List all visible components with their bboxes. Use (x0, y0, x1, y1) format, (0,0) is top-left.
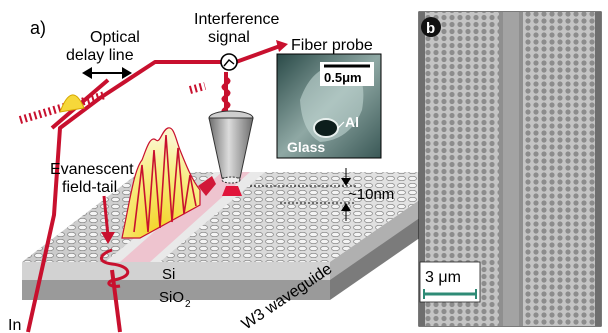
interference-signal-label-2: signal (208, 29, 250, 46)
detector-needle (223, 59, 235, 67)
inset-al-label: Al (345, 114, 359, 130)
sem-trench-left (419, 12, 425, 326)
delay-arrow-left (82, 67, 92, 79)
probe-sem-inset (276, 53, 382, 159)
interference-signal-label-1: Interference (194, 11, 279, 28)
sio2-label: SiO (159, 289, 184, 306)
evanescent-field (121, 127, 201, 239)
panel-b-label: b (426, 20, 435, 37)
interference-detector (220, 53, 238, 71)
waveguide-glow (120, 172, 250, 262)
evanescent-label-1: Evanescent (50, 161, 134, 178)
pulse-train-2 (188, 82, 207, 94)
scan-arrow (198, 176, 216, 196)
si-label: Si (162, 266, 175, 283)
si-layer (22, 262, 330, 280)
gap-label: ~10nm (348, 186, 394, 203)
panel-a: a) Optical delay line Interference signa… (8, 11, 460, 333)
field-oscillation (133, 134, 197, 233)
delay-pulse (59, 94, 85, 113)
evanescent-pointer (102, 195, 110, 237)
panel-b-badge (421, 17, 441, 37)
probe-tip (221, 176, 241, 184)
input-fiber (26, 60, 230, 333)
fiber-probe-label: Fiber probe (291, 37, 373, 54)
fiber-probe-cone (208, 117, 254, 179)
evanescent-pointer-head (101, 232, 115, 244)
inset-scale-label: 0.5μm (324, 70, 362, 85)
panel-a-label: a) (30, 18, 46, 38)
inset-glass-label: Glass (287, 139, 325, 155)
sio2-subscript: 2 (185, 299, 191, 310)
gap-arrowhead-lower (341, 203, 351, 211)
al-pointer (337, 121, 345, 129)
sem-trench-right (595, 12, 601, 326)
panel-b: b 3 μm (418, 11, 602, 327)
field-tail (100, 248, 130, 288)
scale-bar-label: 3 μm (425, 269, 461, 286)
signal-fiber (235, 44, 281, 64)
input-label: In (8, 317, 21, 333)
probe-spot (222, 186, 242, 196)
gap-arrowhead-upper (341, 178, 351, 186)
delay-arrow-right (122, 67, 132, 79)
optical-delay-line-label-1: Optical (90, 29, 140, 46)
signal-arrowhead (276, 40, 288, 52)
evanescent-label-2: field-tail (62, 179, 117, 196)
optical-delay-line-label-2: delay line (66, 47, 134, 64)
